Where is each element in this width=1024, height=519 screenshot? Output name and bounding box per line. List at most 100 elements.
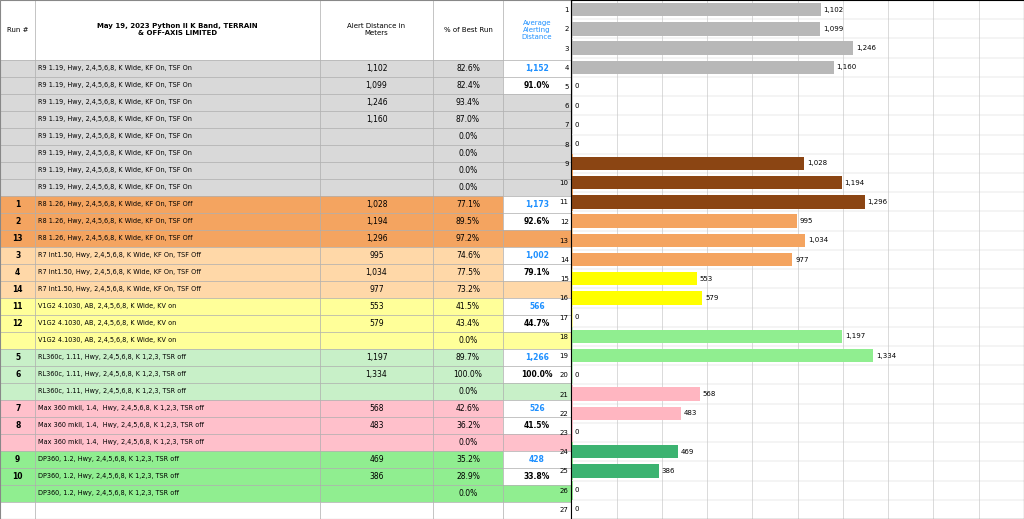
Text: 428: 428 [529, 455, 545, 464]
Text: 1,028: 1,028 [807, 160, 826, 167]
Text: 0.0%: 0.0% [459, 132, 477, 141]
Text: 10: 10 [12, 472, 23, 481]
Bar [36, 213, 319, 230]
Text: % of Best Run: % of Best Run [443, 27, 493, 33]
Bar [571, 42, 853, 55]
Bar [571, 212, 572, 230]
Bar [319, 60, 433, 77]
Bar [503, 196, 571, 213]
Text: 483: 483 [683, 411, 696, 416]
Text: 42.6%: 42.6% [456, 404, 480, 413]
Bar [433, 264, 503, 281]
Bar [319, 485, 433, 502]
Text: 4: 4 [15, 268, 20, 277]
Bar [571, 349, 873, 362]
Bar [0, 383, 36, 400]
Bar [571, 96, 572, 115]
Text: 1,296: 1,296 [867, 199, 888, 205]
Bar [433, 60, 503, 77]
Bar [36, 111, 319, 128]
Bar [319, 417, 433, 434]
Bar [36, 77, 319, 94]
Text: V1G2 4.1030, AB, 2,4,5,6,8, K Wide, KV on: V1G2 4.1030, AB, 2,4,5,6,8, K Wide, KV o… [38, 303, 176, 309]
Text: DP360, 1.2, Hwy, 2,4,5,6,8, K 1,2,3, TSR off: DP360, 1.2, Hwy, 2,4,5,6,8, K 1,2,3, TSR… [38, 473, 179, 480]
Text: 568: 568 [702, 391, 716, 397]
Bar [571, 464, 658, 477]
Text: 6: 6 [15, 370, 20, 379]
Text: 1,194: 1,194 [366, 217, 387, 226]
Bar [36, 162, 319, 179]
Bar [571, 3, 821, 16]
Bar [319, 366, 433, 383]
Bar [571, 461, 572, 481]
Bar [36, 468, 319, 485]
Bar [571, 291, 702, 305]
Bar [319, 332, 433, 349]
Text: 3: 3 [15, 251, 20, 260]
Bar [503, 468, 571, 485]
Text: 0: 0 [574, 430, 579, 435]
Bar [36, 60, 319, 77]
Text: 386: 386 [370, 472, 384, 481]
Bar [36, 94, 319, 111]
Bar [433, 230, 503, 247]
Text: R8 1.26, Hwy, 2,4,5,6,8, K Wide, KF On, TSF Off: R8 1.26, Hwy, 2,4,5,6,8, K Wide, KF On, … [38, 235, 193, 241]
Text: 33.8%: 33.8% [524, 472, 550, 481]
Text: 386: 386 [662, 468, 675, 474]
Bar [503, 383, 571, 400]
Bar [503, 179, 571, 196]
Text: 0: 0 [574, 507, 579, 512]
Text: 1,028: 1,028 [366, 200, 387, 209]
Text: R9 1.19, Hwy, 2,4,5,6,8, K Wide, KF On, TSF On: R9 1.19, Hwy, 2,4,5,6,8, K Wide, KF On, … [38, 116, 193, 122]
Text: 0: 0 [574, 122, 579, 128]
Bar [503, 502, 571, 519]
Bar [571, 231, 572, 250]
Bar [319, 145, 433, 162]
Text: R9 1.19, Hwy, 2,4,5,6,8, K Wide, KF On, TSF On: R9 1.19, Hwy, 2,4,5,6,8, K Wide, KF On, … [38, 82, 193, 88]
Bar [319, 281, 433, 298]
Bar [571, 327, 572, 346]
Text: 1,099: 1,099 [823, 26, 843, 32]
Text: DP360, 1.2, Hwy, 2,4,5,6,8, K 1,2,3, TSR off: DP360, 1.2, Hwy, 2,4,5,6,8, K 1,2,3, TSR… [38, 456, 179, 462]
Bar [36, 0, 319, 60]
Text: 28.9%: 28.9% [456, 472, 480, 481]
Bar [571, 0, 572, 19]
Text: 1,334: 1,334 [876, 352, 896, 359]
Bar [36, 485, 319, 502]
Text: 1,002: 1,002 [525, 251, 549, 260]
Bar [571, 250, 572, 269]
Text: 44.7%: 44.7% [524, 319, 550, 328]
Bar [503, 77, 571, 94]
Bar [319, 264, 433, 281]
Bar [571, 173, 572, 192]
Text: 1,173: 1,173 [525, 200, 549, 209]
Bar [36, 383, 319, 400]
Bar [503, 94, 571, 111]
Bar [571, 269, 572, 288]
Bar [571, 423, 572, 442]
Bar [571, 157, 804, 170]
Text: 1,102: 1,102 [366, 64, 387, 73]
Text: 77.5%: 77.5% [456, 268, 480, 277]
Bar [319, 94, 433, 111]
Bar [571, 61, 834, 74]
Bar [319, 298, 433, 315]
Bar [0, 434, 36, 451]
Bar [433, 434, 503, 451]
Bar [571, 385, 572, 404]
Text: Max 360 mkll, 1.4,  Hwy, 2,4,5,6,8, K 1,2,3, TSR off: Max 360 mkll, 1.4, Hwy, 2,4,5,6,8, K 1,2… [38, 405, 204, 412]
Bar [571, 346, 572, 365]
Bar [319, 502, 433, 519]
Text: Max 360 mkll, 1.4,  Hwy, 2,4,5,6,8, K 1,2,3, TSR off: Max 360 mkll, 1.4, Hwy, 2,4,5,6,8, K 1,2… [38, 422, 204, 429]
Bar [319, 162, 433, 179]
Bar [433, 417, 503, 434]
Text: 11: 11 [12, 302, 23, 311]
Bar [433, 111, 503, 128]
Bar [503, 417, 571, 434]
Text: 553: 553 [699, 276, 713, 282]
Bar [0, 502, 36, 519]
Bar [571, 442, 572, 461]
Bar [503, 230, 571, 247]
Text: 0: 0 [574, 84, 579, 89]
Bar [319, 349, 433, 366]
